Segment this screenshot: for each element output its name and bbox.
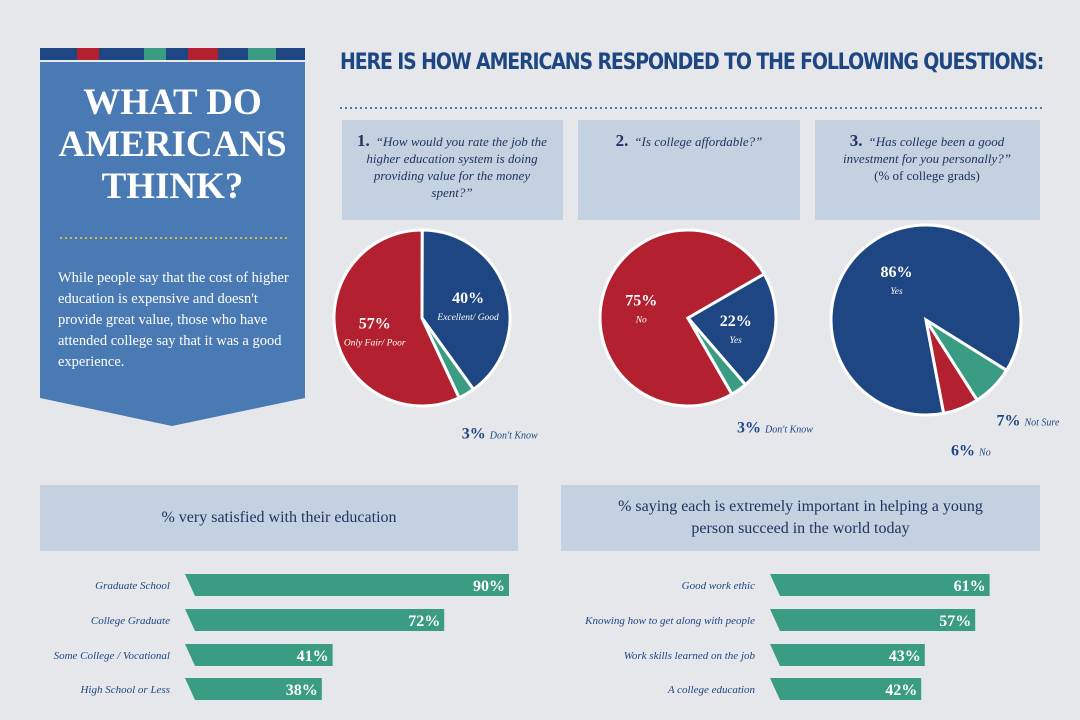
value-label: 3% bbox=[737, 420, 761, 437]
pie-slice bbox=[332, 228, 462, 408]
heading: HERE IS HOW AMERICANS RESPONDED TO THE F… bbox=[340, 50, 1044, 75]
category-label: Good work ethic bbox=[682, 580, 755, 592]
stripe bbox=[77, 48, 99, 60]
category-label: Knowing how to get along with people bbox=[584, 615, 755, 627]
question: 2. “Is college affordable?” bbox=[589, 132, 789, 150]
category-label: College Graduate bbox=[91, 615, 170, 627]
pie-slice bbox=[420, 228, 512, 392]
value-label: 61% bbox=[954, 578, 986, 595]
sidebar-title: WHAT DO AMERICANS THINK? bbox=[58, 82, 287, 207]
question-number: 1. bbox=[357, 131, 370, 150]
category-label: Don't Know bbox=[764, 425, 813, 436]
question-text: “Has college been a good investment for … bbox=[843, 134, 1011, 166]
pie-slice bbox=[420, 317, 476, 400]
stripe bbox=[144, 48, 166, 60]
stripe bbox=[166, 48, 188, 60]
stripe bbox=[40, 48, 77, 60]
bar-chart-title: % very satisfied with their education bbox=[80, 485, 478, 551]
question-note: (% of college grads) bbox=[874, 168, 980, 183]
bar bbox=[770, 678, 922, 700]
value-label: 41% bbox=[297, 648, 329, 665]
bar bbox=[770, 574, 990, 596]
stripe bbox=[188, 48, 218, 60]
value-label: 3% bbox=[462, 426, 486, 443]
value-label: 7% bbox=[996, 413, 1020, 430]
question: 1. “How would you rate the job the higher… bbox=[352, 132, 552, 201]
category-label: Some College / Vocational bbox=[54, 650, 170, 662]
value-label: 38% bbox=[286, 682, 318, 699]
question-number: 2. bbox=[615, 131, 629, 150]
bar bbox=[185, 644, 333, 666]
question: 3. “Has college been a good investment fo… bbox=[827, 132, 1027, 184]
stripe bbox=[248, 48, 276, 60]
category-label: Yes bbox=[890, 287, 903, 297]
bar-chart-title: % saying each is extremely important in … bbox=[601, 485, 1000, 551]
value-label: 72% bbox=[408, 613, 440, 630]
question-box bbox=[578, 120, 800, 220]
value-label: 90% bbox=[473, 578, 505, 595]
pie-slice bbox=[686, 317, 748, 397]
bar bbox=[770, 644, 925, 666]
bar bbox=[185, 609, 445, 631]
question-text: “How would you rate the job the higher e… bbox=[366, 134, 547, 200]
sidebar-text: While people say that the cost of higher… bbox=[58, 270, 289, 370]
value-label: 86% bbox=[881, 264, 913, 281]
sidebar bbox=[40, 48, 305, 426]
value-label: 75% bbox=[625, 292, 657, 309]
value-label: 43% bbox=[889, 648, 921, 665]
category-label: Not Sure bbox=[1023, 418, 1059, 429]
stripe bbox=[218, 48, 248, 60]
pie-slice bbox=[598, 228, 767, 408]
pie-slice bbox=[685, 271, 778, 387]
bar bbox=[185, 574, 509, 596]
bar-title-box bbox=[40, 485, 518, 551]
value-label: 57% bbox=[939, 613, 971, 630]
category-label: Graduate School bbox=[95, 580, 170, 592]
value-label: 40% bbox=[452, 290, 484, 307]
category-label: No bbox=[635, 315, 647, 325]
pie-slice bbox=[924, 318, 1009, 403]
bar-chart-title-text: % saying each is extremely important in … bbox=[618, 498, 983, 537]
question-number: 3. bbox=[849, 131, 863, 150]
question-text: “Is college affordable?” bbox=[634, 134, 763, 149]
sidebar-panel bbox=[40, 62, 305, 426]
category-label: Yes bbox=[730, 336, 743, 346]
category-label: High School or Less bbox=[79, 684, 170, 696]
value-label: 42% bbox=[885, 682, 917, 699]
category-label: No bbox=[978, 448, 991, 459]
value-label: 22% bbox=[720, 313, 752, 330]
value-label: 57% bbox=[359, 315, 391, 332]
question-box bbox=[815, 120, 1040, 220]
value-label: 6% bbox=[951, 443, 975, 460]
category-label: Only Fair/ Poor bbox=[344, 338, 406, 348]
category-label: Work skills learned on the job bbox=[624, 650, 756, 662]
category-label: Don't Know bbox=[489, 431, 538, 442]
stripe bbox=[276, 48, 305, 60]
category-label: A college education bbox=[667, 684, 756, 696]
category-label: Excellent/ Good bbox=[436, 313, 499, 323]
bar bbox=[770, 609, 976, 631]
bar-title-box bbox=[561, 485, 1040, 551]
bar bbox=[185, 678, 322, 700]
stripe bbox=[99, 48, 144, 60]
bar-chart-title-text: % very satisfied with their education bbox=[161, 509, 397, 526]
question-box bbox=[342, 120, 563, 220]
